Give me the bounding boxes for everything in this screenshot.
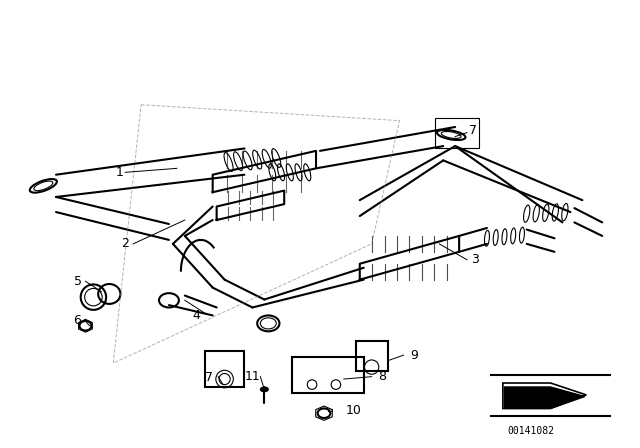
Text: 11: 11 (244, 370, 260, 383)
Bar (292, 357, 364, 392)
Ellipse shape (260, 387, 268, 392)
Text: 3: 3 (471, 253, 479, 266)
Text: 10: 10 (346, 405, 362, 418)
Text: 4: 4 (193, 309, 201, 322)
Polygon shape (504, 387, 585, 409)
Text: 1: 1 (116, 166, 124, 179)
Text: 6: 6 (74, 314, 81, 327)
Bar (356, 341, 388, 371)
Text: 7: 7 (468, 125, 477, 138)
Text: 00141082: 00141082 (507, 426, 554, 436)
Text: 7: 7 (205, 371, 212, 384)
Bar (435, 118, 479, 148)
Text: 2: 2 (121, 237, 129, 250)
Text: 5: 5 (74, 275, 81, 288)
Text: 8: 8 (378, 370, 386, 383)
Text: 9: 9 (410, 349, 418, 362)
Bar (205, 351, 244, 387)
